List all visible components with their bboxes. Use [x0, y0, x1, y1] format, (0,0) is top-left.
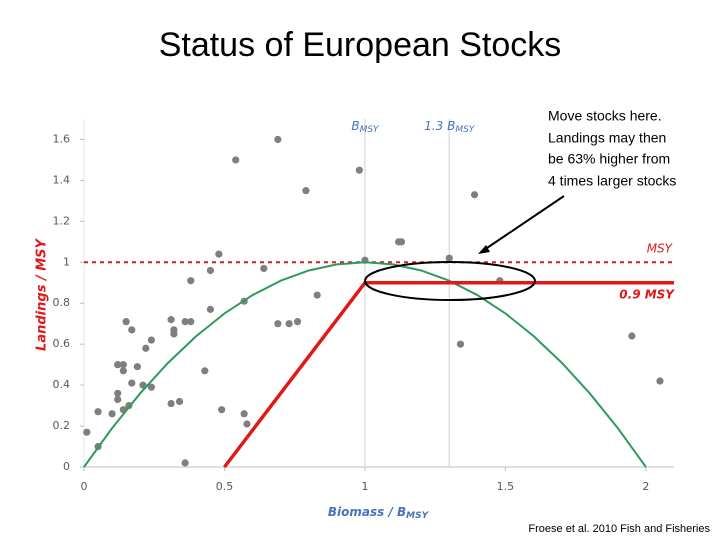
scatter-point — [187, 318, 195, 326]
scatter-point — [243, 420, 251, 428]
highlight-ellipse — [364, 261, 536, 301]
scatter-point — [170, 330, 178, 338]
x-tick-label: 0 — [81, 480, 88, 493]
reference-label-main: MSY — [647, 241, 674, 255]
scatter-point — [232, 156, 240, 164]
x-axis-label: Biomass / BMSY — [328, 505, 430, 521]
scatter-point — [122, 318, 130, 326]
scatter-point — [445, 254, 453, 262]
scatter-point — [274, 320, 282, 328]
chart-title: Status of European Stocks — [159, 26, 562, 64]
x-axis-label-main: Biomass / B — [328, 505, 406, 519]
y-axis-label: Landings / MSY — [35, 237, 50, 350]
x-tick-label: 1.5 — [497, 480, 515, 493]
scatter-point — [656, 377, 664, 385]
y-tick-label: 1.6 — [53, 132, 71, 145]
annotation-line: Landings may then — [548, 130, 666, 146]
scatter-point — [119, 367, 127, 375]
annotation-line: Move stocks here. — [548, 108, 662, 124]
scatter-point — [175, 397, 184, 406]
scatter-point — [456, 340, 465, 348]
scatter-point — [128, 379, 136, 387]
scatter-point — [181, 318, 189, 326]
y-tick-label: 0 — [63, 460, 70, 473]
x-tick-label: 1 — [361, 480, 368, 493]
scatter-point — [167, 316, 175, 324]
data-line — [83, 261, 647, 468]
scatter-point — [293, 318, 302, 326]
y-tick-label: 0.8 — [53, 296, 71, 309]
scatter-point — [215, 250, 223, 258]
reference-label: MSY — [647, 241, 674, 255]
scatter-point — [147, 383, 156, 391]
scatter-point — [260, 264, 268, 273]
scatter-point — [355, 166, 363, 174]
arrow-line — [483, 195, 565, 251]
scatter-point — [94, 408, 102, 416]
scatter-point — [128, 326, 136, 334]
reference-label-main: 1.3 B — [424, 119, 455, 133]
scatter-point — [470, 191, 479, 199]
scatter-point — [119, 361, 127, 369]
scatter-point — [240, 410, 248, 418]
y-tick-label: 1.2 — [53, 214, 71, 227]
source: Froese et al. 2010 Fish and Fisheries — [528, 523, 710, 535]
scatter-point — [142, 344, 150, 352]
scatter-point — [313, 291, 321, 299]
overlay — [364, 195, 565, 301]
x-tick-label: 0.5 — [216, 480, 234, 493]
reference-label-sub: MSY — [455, 125, 475, 135]
y-tick-label: 0.2 — [53, 419, 71, 432]
series-label: 0.9 MSY — [619, 287, 675, 301]
scatter-point — [218, 406, 226, 414]
reference-label-sub: MSY — [360, 125, 380, 135]
scatter-point — [147, 336, 156, 344]
reference-label: 1.3 BMSY — [424, 119, 476, 135]
scatter-point — [114, 389, 122, 397]
scatter-point — [187, 277, 195, 285]
scatter-point — [108, 410, 116, 418]
x-tick-label: 2 — [642, 480, 649, 493]
scatter-point — [167, 399, 175, 408]
y-tick-label: 1 — [63, 255, 70, 268]
reference-label-main: B — [351, 119, 359, 133]
y-tick-label: 0.4 — [53, 378, 71, 391]
scatter-point — [201, 367, 209, 375]
x-axis-label-sub: MSY — [406, 511, 429, 521]
scatter-point — [83, 428, 91, 436]
scatter-point — [114, 361, 122, 369]
annotation-line: 4 times larger stocks — [548, 173, 676, 189]
arrow-head — [478, 245, 490, 254]
annotation: Move stocks here. Landings may then be 6… — [548, 108, 676, 189]
scatter-point — [133, 363, 141, 371]
scatter-point — [302, 187, 310, 195]
annotation-line: be 63% higher from — [548, 151, 670, 167]
scatter-point — [114, 395, 122, 404]
scatter-point — [397, 238, 406, 246]
scatter-point — [285, 320, 293, 328]
scatter-point — [206, 266, 215, 275]
scatter-point — [181, 459, 189, 467]
y-tick-label: 1.4 — [53, 173, 71, 186]
y-tick-label: 0.6 — [53, 337, 71, 350]
reference-label: BMSY — [351, 119, 380, 135]
scatter-point — [206, 305, 215, 313]
scatter-point — [274, 135, 282, 144]
scatter-point — [628, 332, 636, 340]
